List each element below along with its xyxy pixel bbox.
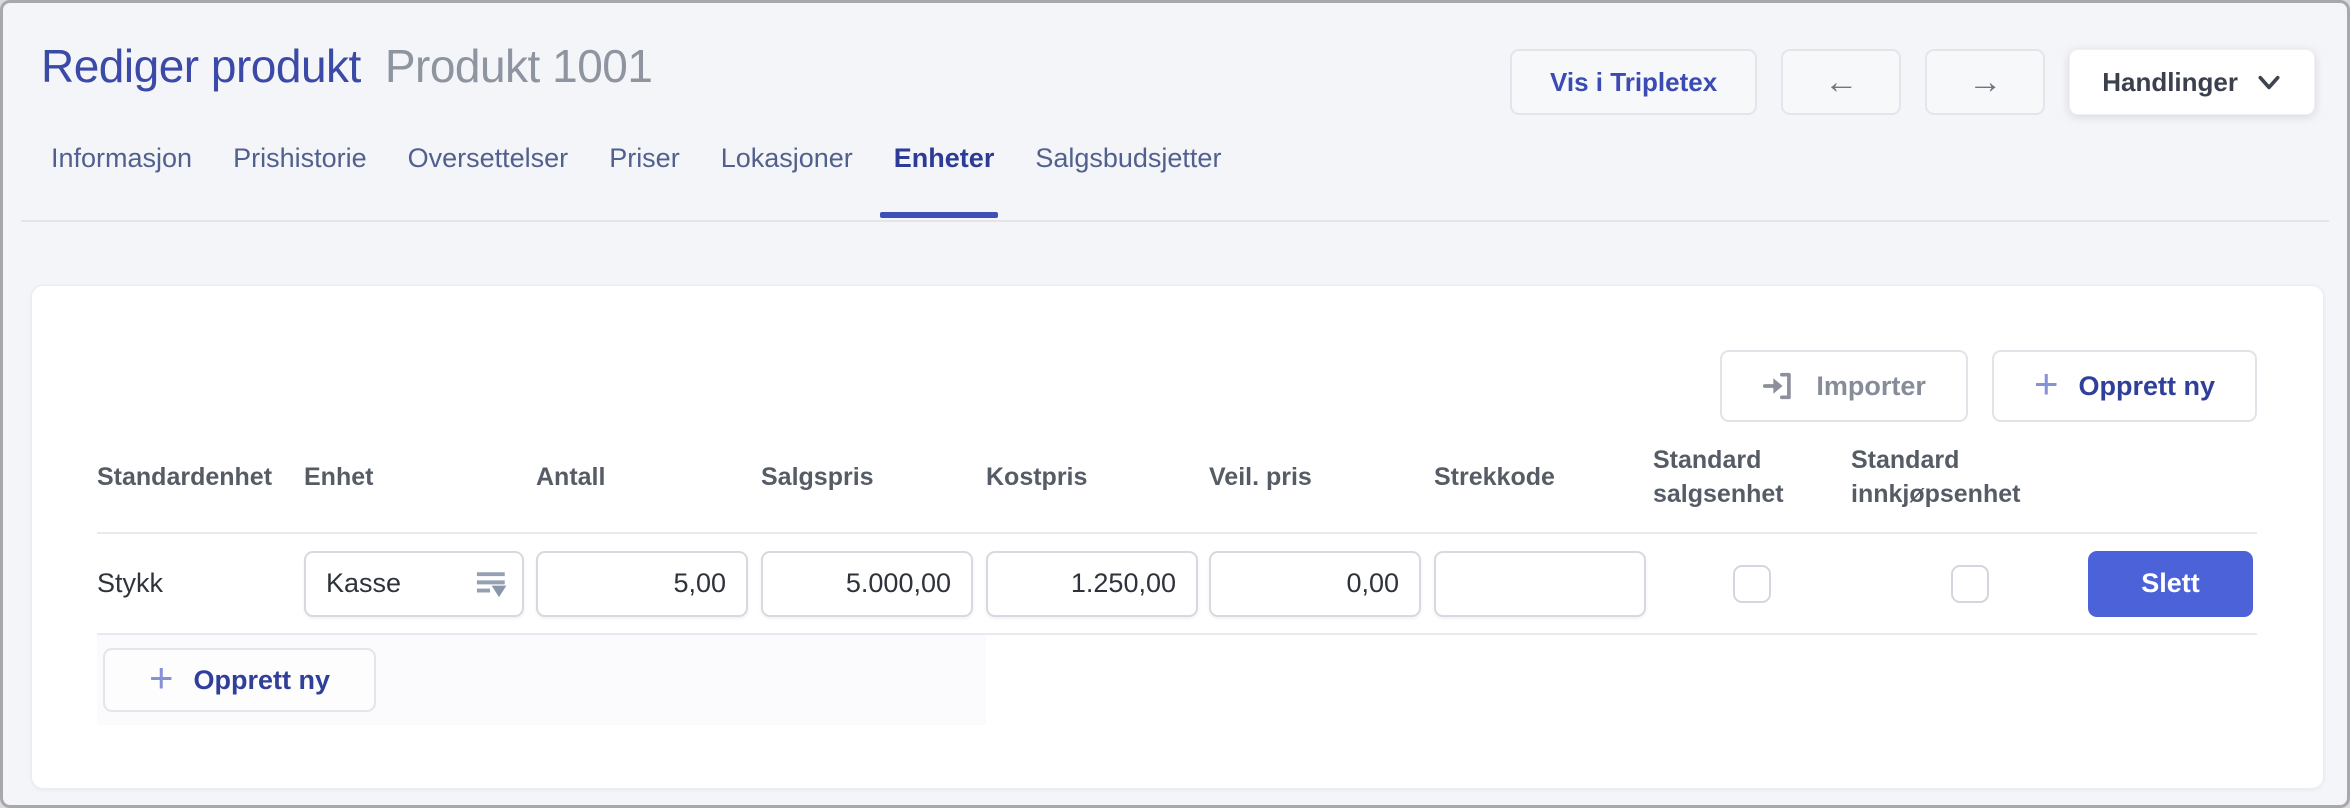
- arrow-right-icon: →: [1968, 62, 2003, 101]
- panel-actions: Importer + Opprett ny: [1720, 350, 2257, 422]
- plus-icon: +: [2033, 360, 2059, 407]
- tab-salgsbudsjetter[interactable]: Salgsbudsjetter: [1035, 143, 1222, 173]
- strekkode-input[interactable]: [1434, 550, 1646, 617]
- import-label: Importer: [1816, 370, 1926, 401]
- standardenhet-value: Stykk: [97, 568, 164, 598]
- next-product-button[interactable]: →: [1925, 49, 2046, 115]
- create-new-row-label: Opprett ny: [193, 664, 331, 695]
- page-title: Rediger produkt: [41, 40, 361, 92]
- standard-innkjopsenhet-checkbox[interactable]: [1950, 564, 1989, 603]
- product-name: Produkt 1001: [384, 40, 653, 92]
- column-header-standard-salgsenhet: Standard salgsenhet: [1653, 446, 1784, 508]
- create-new-label: Opprett ny: [2078, 370, 2215, 401]
- page-header: Rediger produkt Produkt 1001: [41, 39, 653, 93]
- column-header-enhet: Enhet: [304, 463, 374, 492]
- column-header-kostpris: Kostpris: [986, 463, 1088, 492]
- previous-product-button[interactable]: ←: [1781, 49, 1902, 115]
- column-header-antall: Antall: [536, 463, 606, 492]
- enhet-combobox[interactable]: [304, 550, 524, 617]
- footer-band: + Opprett ny: [97, 635, 986, 725]
- chevron-down-icon: [2256, 69, 2282, 95]
- import-button[interactable]: Importer: [1720, 350, 1968, 422]
- create-new-button-bottom[interactable]: + Opprett ny: [103, 648, 377, 712]
- antall-input[interactable]: [536, 550, 748, 617]
- units-panel: Importer + Opprett ny Standardenhet Enhe…: [31, 285, 2324, 789]
- tab-prishistorie[interactable]: Prishistorie: [233, 143, 367, 173]
- column-header-standardenhet: Standardenhet: [97, 463, 273, 492]
- kostpris-input[interactable]: [986, 550, 1198, 617]
- header-actions: Vis i Tripletex ← → Handlinger: [1510, 49, 2315, 115]
- tab-informasjon[interactable]: Informasjon: [51, 143, 193, 173]
- column-header-salgspris: Salgspris: [761, 463, 874, 492]
- units-table: Standardenhet Enhet Antall Salgspris Kos…: [97, 424, 2257, 725]
- enhet-input[interactable]: [304, 550, 524, 617]
- veil-pris-input[interactable]: [1209, 550, 1421, 617]
- import-icon: [1762, 369, 1796, 403]
- handlinger-menu-button[interactable]: Handlinger: [2069, 49, 2315, 115]
- standard-salgsenhet-checkbox[interactable]: [1733, 564, 1771, 603]
- column-header-veil-pris: Veil. pris: [1209, 463, 1312, 492]
- view-in-tripletex-button[interactable]: Vis i Tripletex: [1510, 49, 1758, 115]
- table-footer-row: + Opprett ny: [97, 635, 2257, 725]
- arrow-left-icon: ←: [1824, 62, 1859, 101]
- tab-priser[interactable]: Priser: [609, 143, 680, 173]
- table-header-row: Standardenhet Enhet Antall Salgspris Kos…: [97, 424, 2257, 534]
- tab-bar: Informasjon Prishistorie Oversettelser P…: [51, 143, 1221, 218]
- tab-lokasjoner[interactable]: Lokasjoner: [720, 143, 853, 173]
- create-new-button-top[interactable]: + Opprett ny: [1991, 350, 2257, 422]
- tab-oversettelser[interactable]: Oversettelser: [407, 143, 569, 173]
- tab-enheter[interactable]: Enheter: [879, 143, 998, 218]
- handlinger-label: Handlinger: [2102, 66, 2238, 97]
- salgspris-input[interactable]: [761, 550, 973, 617]
- tabs-divider: [21, 220, 2329, 222]
- combobox-dropdown-icon[interactable]: [470, 566, 510, 602]
- table-row: Stykk: [97, 534, 2257, 635]
- column-header-strekkode: Strekkode: [1434, 463, 1555, 492]
- plus-icon: +: [149, 654, 174, 701]
- column-header-standard-innkjopsenhet: Standard innkjøpsenhet: [1851, 446, 2021, 508]
- delete-button[interactable]: Slett: [2088, 550, 2253, 617]
